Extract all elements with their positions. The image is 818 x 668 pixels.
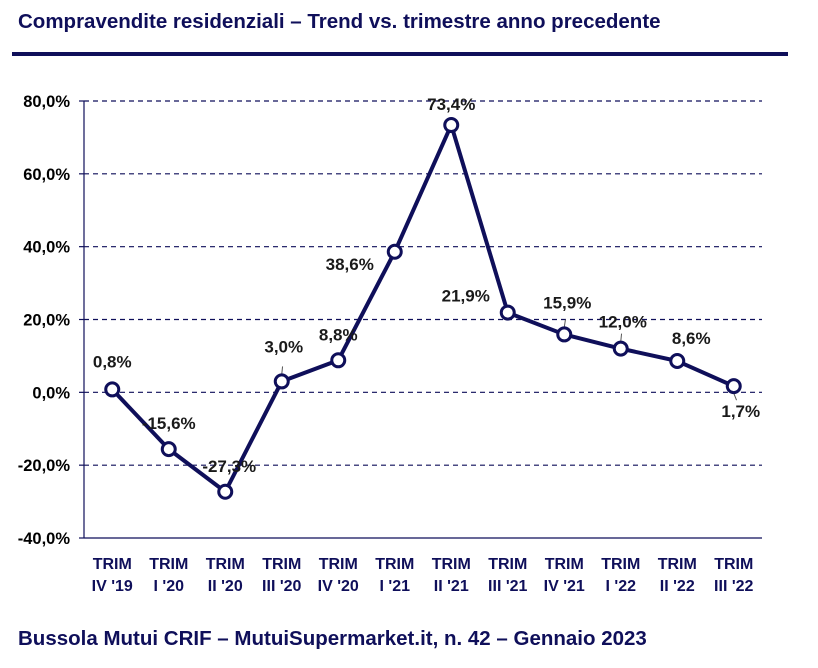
x-category-label-line1: TRIM bbox=[93, 556, 132, 573]
x-category-label-line2: II '21 bbox=[434, 578, 469, 595]
data-point-marker bbox=[725, 378, 742, 395]
y-tick-label: 60,0% bbox=[23, 166, 70, 184]
data-label-leader bbox=[563, 319, 566, 328]
x-category-label-line1: TRIM bbox=[262, 556, 301, 573]
data-label: 8,8% bbox=[319, 325, 358, 344]
x-category-label-line2: III '22 bbox=[714, 578, 753, 595]
data-point-marker bbox=[612, 340, 629, 357]
data-point-marker bbox=[330, 352, 347, 369]
x-category-label-line1: TRIM bbox=[601, 556, 640, 573]
data-point-marker bbox=[104, 381, 121, 398]
x-category-label-line1: TRIM bbox=[714, 556, 753, 573]
data-label: 1,7% bbox=[721, 402, 760, 421]
data-label: 0,8% bbox=[93, 352, 132, 371]
data-label: 38,6% bbox=[326, 255, 374, 274]
data-label-leader bbox=[620, 333, 623, 342]
x-category-label-line2: III '20 bbox=[262, 578, 301, 595]
data-point-marker bbox=[669, 353, 686, 370]
data-label: -15,6% bbox=[142, 414, 196, 433]
y-tick-label: -40,0% bbox=[18, 530, 71, 548]
data-point-marker bbox=[217, 483, 234, 500]
x-category-label-line1: TRIM bbox=[658, 556, 697, 573]
data-label-leader bbox=[281, 366, 284, 375]
x-category-label-line2: IV '19 bbox=[92, 578, 133, 595]
x-category-label-line1: TRIM bbox=[319, 556, 358, 573]
data-label: -27,3% bbox=[202, 457, 256, 476]
x-category-label-line1: TRIM bbox=[149, 556, 188, 573]
y-tick-label: -20,0% bbox=[18, 457, 71, 475]
series-line bbox=[110, 123, 736, 494]
data-label-leader bbox=[733, 392, 738, 401]
y-tick-label: 40,0% bbox=[23, 239, 70, 257]
x-category-label-line1: TRIM bbox=[488, 556, 527, 573]
data-label: 73,4% bbox=[427, 95, 475, 114]
x-category-label-line2: I '22 bbox=[606, 578, 637, 595]
data-point-marker bbox=[443, 117, 460, 134]
y-tick-label: 80,0% bbox=[23, 93, 70, 111]
x-category-label-line2: III '21 bbox=[488, 578, 527, 595]
x-category-label-line2: I '21 bbox=[380, 578, 411, 595]
data-label: 15,9% bbox=[543, 293, 591, 312]
data-point-marker bbox=[386, 243, 403, 260]
data-label: 21,9% bbox=[442, 287, 490, 306]
x-category-label-line2: IV '20 bbox=[318, 578, 359, 595]
x-category-label-line1: TRIM bbox=[206, 556, 245, 573]
y-tick-label: 0,0% bbox=[32, 384, 70, 402]
data-point-marker bbox=[556, 326, 573, 343]
title-divider bbox=[12, 52, 788, 56]
data-label: 3,0% bbox=[264, 337, 303, 356]
x-category-label-line1: TRIM bbox=[375, 556, 414, 573]
x-category-label-line1: TRIM bbox=[432, 556, 471, 573]
y-tick-label: 20,0% bbox=[23, 312, 70, 330]
x-category-label-line2: I '20 bbox=[154, 578, 185, 595]
x-category-label-line2: II '20 bbox=[208, 578, 243, 595]
chart-title: Compravendite residenziali – Trend vs. t… bbox=[18, 10, 661, 33]
x-category-label-line2: II '22 bbox=[660, 578, 695, 595]
data-point-marker bbox=[499, 304, 516, 321]
data-point-marker bbox=[273, 373, 290, 390]
footer-source: Bussola Mutui CRIF – MutuiSupermarket.it… bbox=[18, 627, 647, 650]
x-category-label-line2: IV '21 bbox=[544, 578, 585, 595]
data-point-marker bbox=[160, 441, 177, 458]
data-label: 12,0% bbox=[599, 313, 647, 332]
x-category-label-line1: TRIM bbox=[545, 556, 584, 573]
data-label: 8,6% bbox=[672, 329, 711, 348]
